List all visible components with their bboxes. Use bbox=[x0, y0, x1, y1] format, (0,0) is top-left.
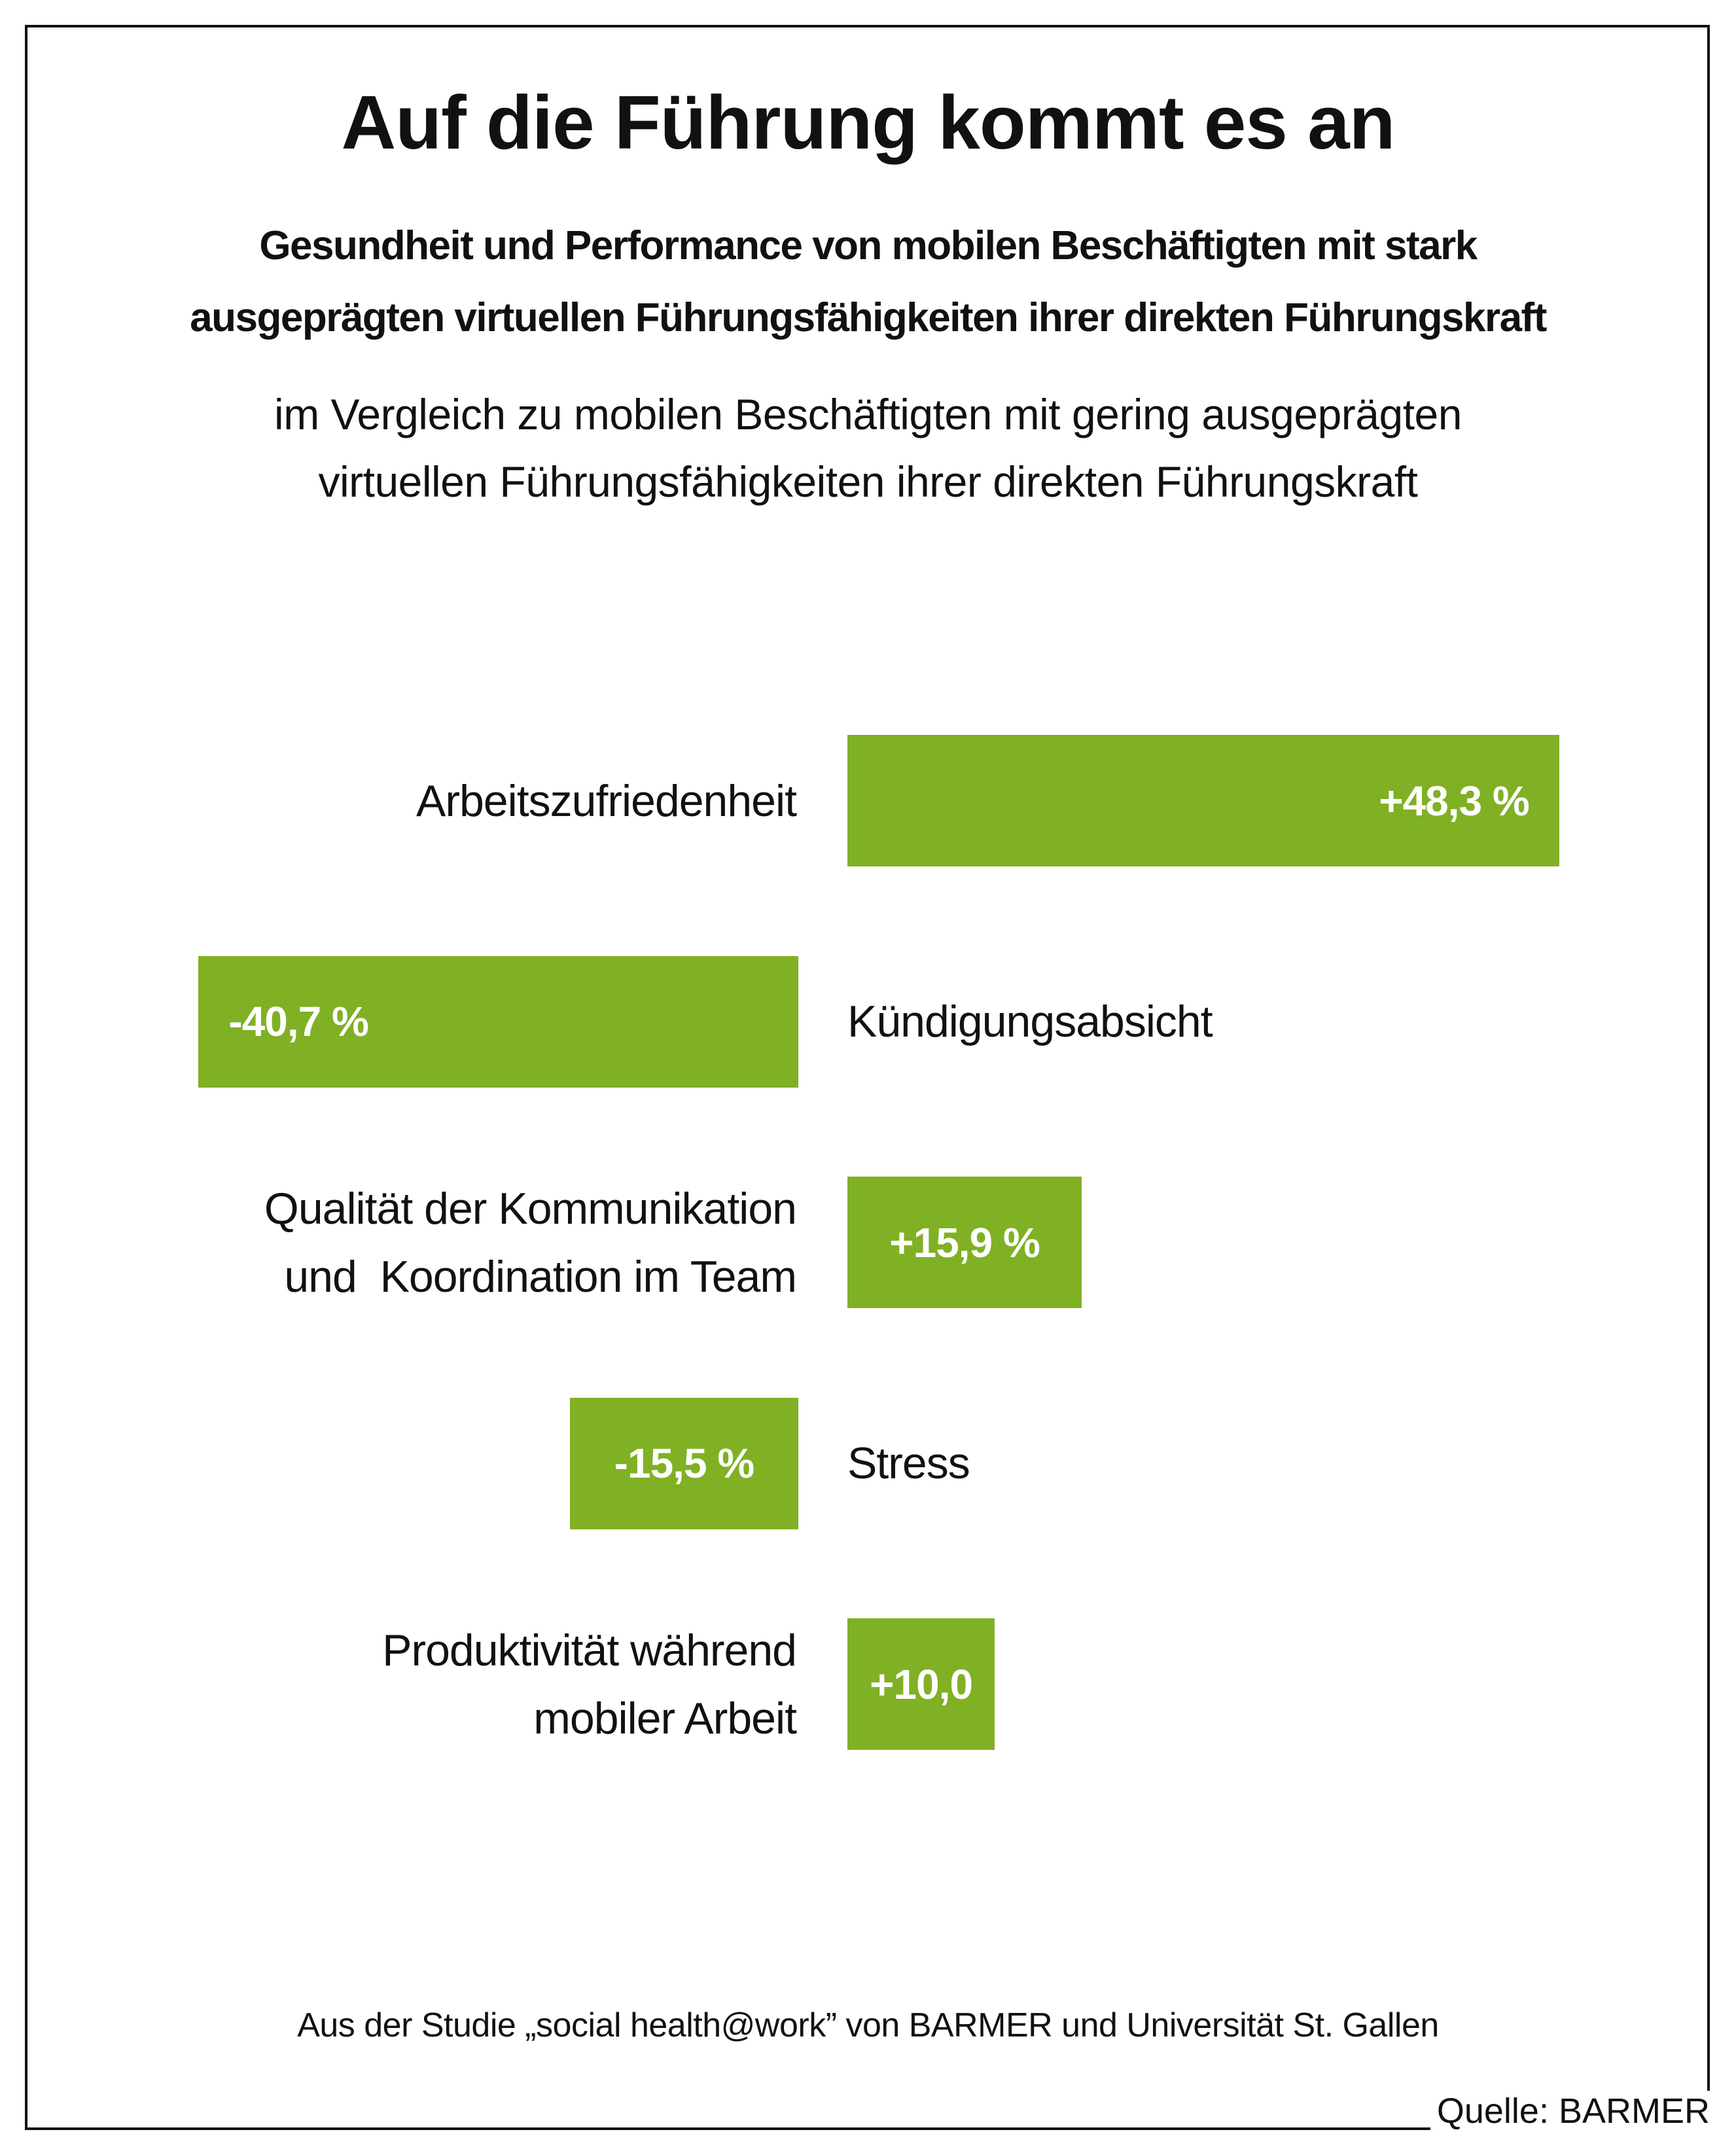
category-label-line: Produktivität während bbox=[382, 1625, 797, 1675]
category-label-line: Kündigungsabsicht bbox=[847, 997, 1213, 1046]
bar-3: -15,5 % bbox=[569, 1397, 798, 1529]
category-label: Produktivität während mobiler Arbeit bbox=[77, 1616, 797, 1752]
comparison-line-1: im Vergleich zu mobilen Beschäftigten mi… bbox=[274, 390, 1462, 438]
bar-value-label: -40,7 % bbox=[228, 998, 369, 1045]
category-label: Stress bbox=[847, 1429, 1567, 1497]
subtitle-line-1: Gesundheit und Performance von mobilen B… bbox=[259, 223, 1478, 268]
bar-value-label: +15,9 % bbox=[889, 1218, 1040, 1266]
category-label: Qualität der Kommunikation und Koordinati… bbox=[77, 1175, 797, 1311]
bar-2: +15,9 % bbox=[847, 1177, 1082, 1308]
frame-border-bottom bbox=[25, 2127, 1430, 2130]
source-credit: Quelle: BARMER bbox=[1432, 2091, 1710, 2131]
bar-value-label: -15,5 % bbox=[614, 1440, 755, 1487]
bar-1: -40,7 % bbox=[198, 955, 798, 1088]
category-label-line: Stress bbox=[847, 1438, 970, 1488]
category-label: Arbeitszufriedenheit bbox=[77, 767, 797, 835]
bar-value-label: +48,3 % bbox=[1379, 777, 1530, 825]
category-label-line: Qualität der Kommunikation bbox=[264, 1183, 797, 1234]
category-label: Kündigungsabsicht bbox=[847, 987, 1567, 1056]
frame-border-right bbox=[1707, 25, 1710, 2102]
comparison-line-2: virtuellen Führungsfähigkeiten ihrer dir… bbox=[318, 457, 1418, 506]
category-label-line: Arbeitszufriedenheit bbox=[416, 775, 797, 826]
category-label-line: mobiler Arbeit bbox=[533, 1693, 797, 1743]
frame-border-top bbox=[25, 25, 1710, 27]
bar-value-label: +10,0 bbox=[870, 1660, 973, 1708]
frame-border-left bbox=[25, 25, 27, 2130]
bar-0: +48,3 % bbox=[847, 735, 1559, 866]
bar-4: +10,0 bbox=[847, 1618, 995, 1750]
chart-title: Auf die Führung kommt es an bbox=[341, 80, 1396, 165]
category-label-line: und Koordination im Team bbox=[284, 1251, 797, 1302]
subtitle-line-2: ausgeprägten virtuellen Führungsfähigkei… bbox=[190, 295, 1547, 340]
study-footnote: Aus der Studie „social health@work” von … bbox=[297, 2006, 1439, 2044]
